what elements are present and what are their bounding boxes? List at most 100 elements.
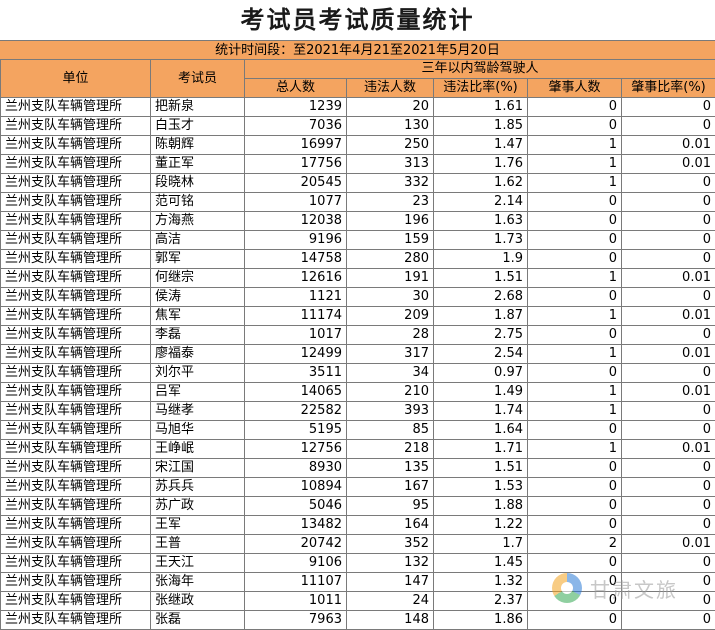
cell-violators: 24 <box>346 591 434 611</box>
cell-accident-count: 1 <box>527 173 622 193</box>
cell-unit: 兰州支队车辆管理所 <box>0 515 151 535</box>
cell-violators: 332 <box>346 173 434 193</box>
cell-total: 1011 <box>244 591 347 611</box>
table-row: 兰州支队车辆管理所 刘尔平 3511 34 0.97 0 0 <box>0 363 715 383</box>
cell-examiner: 马继孝 <box>150 401 245 421</box>
cell-accident-count: 0 <box>527 610 622 630</box>
cell-violators: 95 <box>346 496 434 516</box>
cell-violation-rate: 2.37 <box>433 591 528 611</box>
cell-total: 5195 <box>244 420 347 440</box>
cell-examiner: 焦军 <box>150 306 245 326</box>
table-row: 兰州支队车辆管理所 苏兵兵 10894 167 1.53 0 0 <box>0 477 715 497</box>
cell-accident-count: 0 <box>527 287 622 307</box>
cell-violation-rate: 1.74 <box>433 401 528 421</box>
cell-violation-rate: 2.68 <box>433 287 528 307</box>
table-row: 兰州支队车辆管理所 侯涛 1121 30 2.68 0 0 <box>0 287 715 307</box>
table-row: 兰州支队车辆管理所 苏广政 5046 95 1.88 0 0 <box>0 496 715 516</box>
cell-examiner: 苏广政 <box>150 496 245 516</box>
cell-violation-rate: 1.85 <box>433 116 528 136</box>
cell-accident-count: 0 <box>527 515 622 535</box>
cell-accident-rate: 0 <box>621 591 715 611</box>
cell-accident-rate: 0.01 <box>621 382 715 402</box>
cell-violators: 30 <box>346 287 434 307</box>
cell-violation-rate: 1.32 <box>433 572 528 592</box>
header-accident-rate: 肇事比率(%) <box>621 78 715 98</box>
cell-examiner: 马旭华 <box>150 420 245 440</box>
cell-violation-rate: 2.75 <box>433 325 528 345</box>
cell-accident-rate: 0.01 <box>621 439 715 459</box>
cell-violators: 132 <box>346 553 434 573</box>
cell-examiner: 段晓林 <box>150 173 245 193</box>
cell-violation-rate: 1.51 <box>433 268 528 288</box>
table-row: 兰州支队车辆管理所 陈朝辉 16997 250 1.47 1 0.01 <box>0 135 715 155</box>
cell-examiner: 郭军 <box>150 249 245 269</box>
page-title: 考试员考试质量统计 <box>0 0 715 40</box>
cell-violation-rate: 1.9 <box>433 249 528 269</box>
table-row: 兰州支队车辆管理所 张继政 1011 24 2.37 0 0 <box>0 591 715 611</box>
cell-total: 12038 <box>244 211 347 231</box>
cell-accident-rate: 0.01 <box>621 344 715 364</box>
table-body: 兰州支队车辆管理所 把新泉 1239 20 1.61 0 0 兰州支队车辆管理所 白玉才 7036… <box>0 97 715 630</box>
cell-total: 7963 <box>244 610 347 630</box>
cell-total: 16997 <box>244 135 347 155</box>
cell-violation-rate: 1.63 <box>433 211 528 231</box>
cell-examiner: 廖福泰 <box>150 344 245 364</box>
cell-violators: 196 <box>346 211 434 231</box>
cell-accident-count: 0 <box>527 192 622 212</box>
cell-examiner: 范可铭 <box>150 192 245 212</box>
cell-violation-rate: 1.22 <box>433 515 528 535</box>
cell-violation-rate: 1.45 <box>433 553 528 573</box>
table-row: 兰州支队车辆管理所 把新泉 1239 20 1.61 0 0 <box>0 97 715 117</box>
cell-accident-count: 0 <box>527 477 622 497</box>
cell-violators: 130 <box>346 116 434 136</box>
cell-accident-count: 1 <box>527 401 622 421</box>
cell-accident-rate: 0.01 <box>621 268 715 288</box>
cell-unit: 兰州支队车辆管理所 <box>0 344 151 364</box>
cell-unit: 兰州支队车辆管理所 <box>0 591 151 611</box>
cell-examiner: 王军 <box>150 515 245 535</box>
cell-violation-rate: 1.76 <box>433 154 528 174</box>
cell-unit: 兰州支队车辆管理所 <box>0 610 151 630</box>
cell-unit: 兰州支队车辆管理所 <box>0 173 151 193</box>
cell-accident-rate: 0 <box>621 572 715 592</box>
cell-violation-rate: 1.53 <box>433 477 528 497</box>
cell-unit: 兰州支队车辆管理所 <box>0 477 151 497</box>
cell-violation-rate: 1.86 <box>433 610 528 630</box>
cell-examiner: 王普 <box>150 534 245 554</box>
cell-violators: 85 <box>346 420 434 440</box>
cell-total: 3511 <box>244 363 347 383</box>
cell-accident-count: 0 <box>527 116 622 136</box>
table-row: 兰州支队车辆管理所 范可铭 1077 23 2.14 0 0 <box>0 192 715 212</box>
cell-accident-rate: 0.01 <box>621 135 715 155</box>
cell-examiner: 何继宗 <box>150 268 245 288</box>
cell-total: 20742 <box>244 534 347 554</box>
cell-accident-rate: 0 <box>621 97 715 117</box>
cell-examiner: 董正军 <box>150 154 245 174</box>
cell-accident-count: 0 <box>527 572 622 592</box>
table-row: 兰州支队车辆管理所 焦军 11174 209 1.87 1 0.01 <box>0 306 715 326</box>
cell-violators: 317 <box>346 344 434 364</box>
cell-violation-rate: 0.97 <box>433 363 528 383</box>
cell-violation-rate: 2.14 <box>433 192 528 212</box>
header-group-new-drivers: 三年以内驾龄驾驶人 <box>244 59 715 79</box>
cell-accident-count: 0 <box>527 591 622 611</box>
table-row: 兰州支队车辆管理所 王普 20742 352 1.7 2 0.01 <box>0 534 715 554</box>
cell-accident-count: 1 <box>527 344 622 364</box>
header-examiner: 考试员 <box>150 59 245 98</box>
table-row: 兰州支队车辆管理所 高洁 9196 159 1.73 0 0 <box>0 230 715 250</box>
cell-accident-count: 1 <box>527 268 622 288</box>
header-violators: 违法人数 <box>346 78 434 98</box>
cell-violators: 135 <box>346 458 434 478</box>
cell-violators: 218 <box>346 439 434 459</box>
cell-total: 11174 <box>244 306 347 326</box>
cell-accident-rate: 0.01 <box>621 154 715 174</box>
cell-violation-rate: 1.47 <box>433 135 528 155</box>
cell-total: 1239 <box>244 97 347 117</box>
cell-examiner: 王峥岷 <box>150 439 245 459</box>
cell-accident-rate: 0 <box>621 610 715 630</box>
cell-total: 12616 <box>244 268 347 288</box>
cell-unit: 兰州支队车辆管理所 <box>0 135 151 155</box>
cell-violators: 167 <box>346 477 434 497</box>
cell-accident-count: 0 <box>527 553 622 573</box>
header-accident-count: 肇事人数 <box>527 78 622 98</box>
